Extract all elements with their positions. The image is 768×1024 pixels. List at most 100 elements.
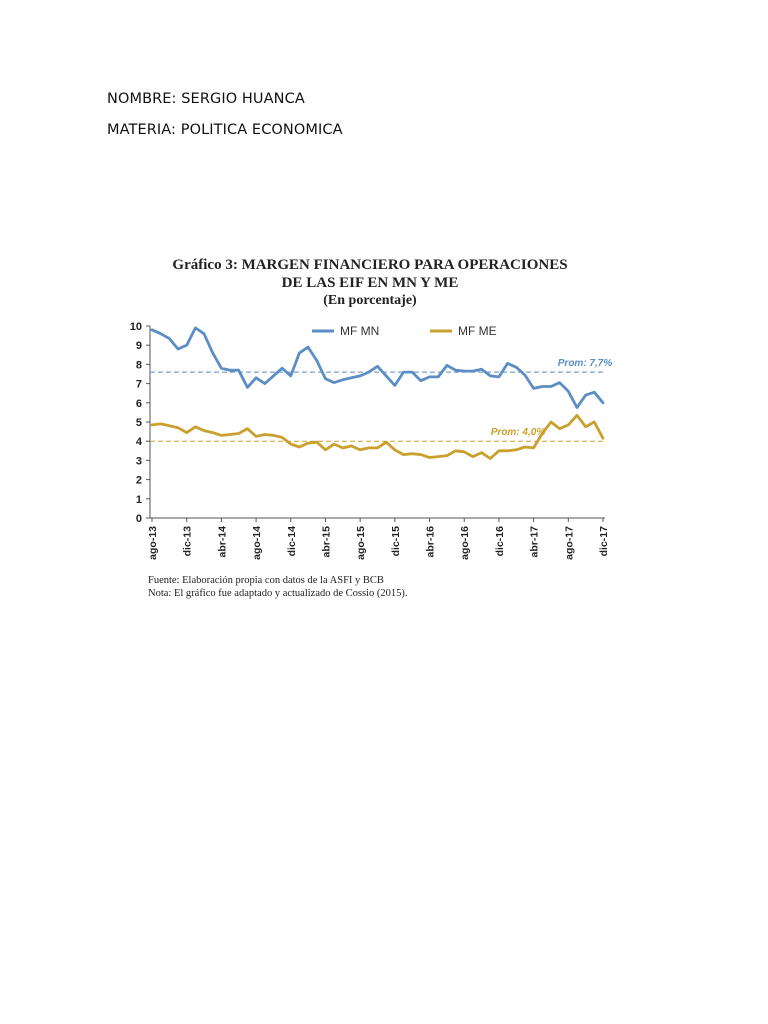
y-tick-label: 9 — [136, 340, 142, 352]
name-line: NOMBRE: SERGIO HUANCA — [107, 91, 305, 107]
x-tick-label: ago-17 — [563, 526, 575, 560]
data-point — [394, 384, 396, 387]
data-point — [576, 414, 578, 416]
data-point — [168, 337, 170, 340]
x-tick-label: abr-15 — [320, 526, 332, 558]
data-point — [212, 432, 214, 434]
data-point — [515, 449, 517, 451]
data-point — [307, 346, 309, 348]
data-point — [151, 424, 153, 426]
data-point — [368, 447, 370, 449]
data-point — [281, 367, 283, 369]
data-point — [428, 376, 431, 378]
data-point — [550, 385, 552, 388]
y-tick-label: 10 — [130, 321, 142, 333]
x-tick-label: dic-17 — [598, 526, 610, 557]
data-point — [333, 443, 335, 445]
x-tick-label: ago-16 — [459, 526, 471, 560]
data-point — [350, 445, 353, 447]
y-tick-label: 1 — [136, 494, 142, 506]
data-point — [316, 360, 318, 362]
data-point — [359, 375, 361, 377]
data-point — [507, 450, 509, 452]
data-point — [376, 365, 379, 367]
data-point — [238, 432, 240, 435]
y-tick-label: 2 — [136, 475, 142, 487]
data-point — [342, 447, 344, 449]
data-point — [541, 385, 543, 388]
data-point — [593, 421, 595, 423]
y-tick-label: 3 — [136, 455, 142, 467]
data-point — [463, 370, 465, 372]
average-label: Prom: 4,0% — [491, 427, 546, 438]
data-point — [437, 376, 439, 378]
x-tick-label: dic-14 — [286, 526, 298, 557]
data-point — [472, 456, 474, 458]
chart-axes: 0 1 2 3 4 5 6 7 8 9 10 ago-13 dic-13 abr-14 ago-14 dic-… — [130, 321, 610, 560]
y-tick-label: 0 — [136, 513, 142, 525]
data-point — [203, 333, 205, 335]
data-point — [298, 446, 300, 448]
data-point — [585, 394, 587, 396]
data-point — [420, 380, 422, 382]
data-point — [481, 452, 483, 454]
data-point — [203, 430, 205, 432]
data-point — [411, 371, 413, 373]
data-point — [194, 327, 196, 329]
data-point — [402, 454, 405, 456]
data-point — [602, 402, 604, 404]
data-point — [498, 450, 500, 452]
data-point — [186, 432, 188, 434]
x-tick-label: abr-17 — [529, 526, 541, 558]
data-point — [281, 436, 283, 438]
data-point — [333, 382, 335, 384]
y-tick-label: 7 — [136, 379, 142, 391]
series-line-mf-mn — [150, 326, 605, 409]
data-point — [264, 433, 266, 436]
data-point — [472, 370, 474, 372]
data-point — [481, 368, 483, 370]
data-point — [376, 447, 379, 449]
data-point — [524, 374, 526, 376]
data-point — [290, 443, 292, 445]
data-point — [446, 364, 448, 366]
legend-label: MF ME — [458, 324, 497, 338]
data-point — [229, 433, 231, 436]
data-point — [264, 383, 266, 385]
data-point — [272, 434, 274, 436]
data-point — [533, 447, 535, 449]
data-point — [550, 421, 552, 423]
data-point — [593, 391, 595, 393]
data-point — [368, 371, 370, 373]
data-point — [394, 449, 396, 451]
subject-line: MATERIA: POLITICA ECONOMICA — [107, 122, 343, 138]
data-point — [177, 348, 179, 350]
y-tick-label: 6 — [136, 398, 142, 410]
data-point — [385, 441, 387, 443]
data-point — [559, 382, 561, 384]
data-point — [168, 425, 170, 427]
chart-series — [150, 326, 605, 460]
data-point — [446, 455, 448, 457]
data-point — [220, 434, 222, 436]
data-point — [324, 378, 327, 380]
data-point — [385, 375, 387, 377]
data-point — [307, 442, 309, 444]
average-lines: Prom: 7,7% Prom: 4,0% — [150, 358, 612, 442]
data-point — [359, 449, 361, 451]
data-point — [567, 390, 569, 392]
data-point — [220, 367, 222, 369]
x-tick-label: dic-16 — [494, 526, 506, 557]
x-tick-label: abr-14 — [216, 526, 228, 558]
x-tick-label: ago-13 — [147, 526, 159, 560]
data-point — [160, 423, 162, 425]
data-point — [567, 424, 569, 426]
x-tick-label: ago-14 — [251, 526, 263, 560]
x-tick-label: dic-15 — [390, 526, 402, 557]
data-point — [151, 329, 153, 331]
data-point — [255, 435, 257, 437]
data-point — [507, 362, 509, 364]
chart-title-line3: (En porcentaje) — [323, 293, 417, 308]
data-point — [238, 369, 240, 371]
data-point — [463, 451, 465, 453]
